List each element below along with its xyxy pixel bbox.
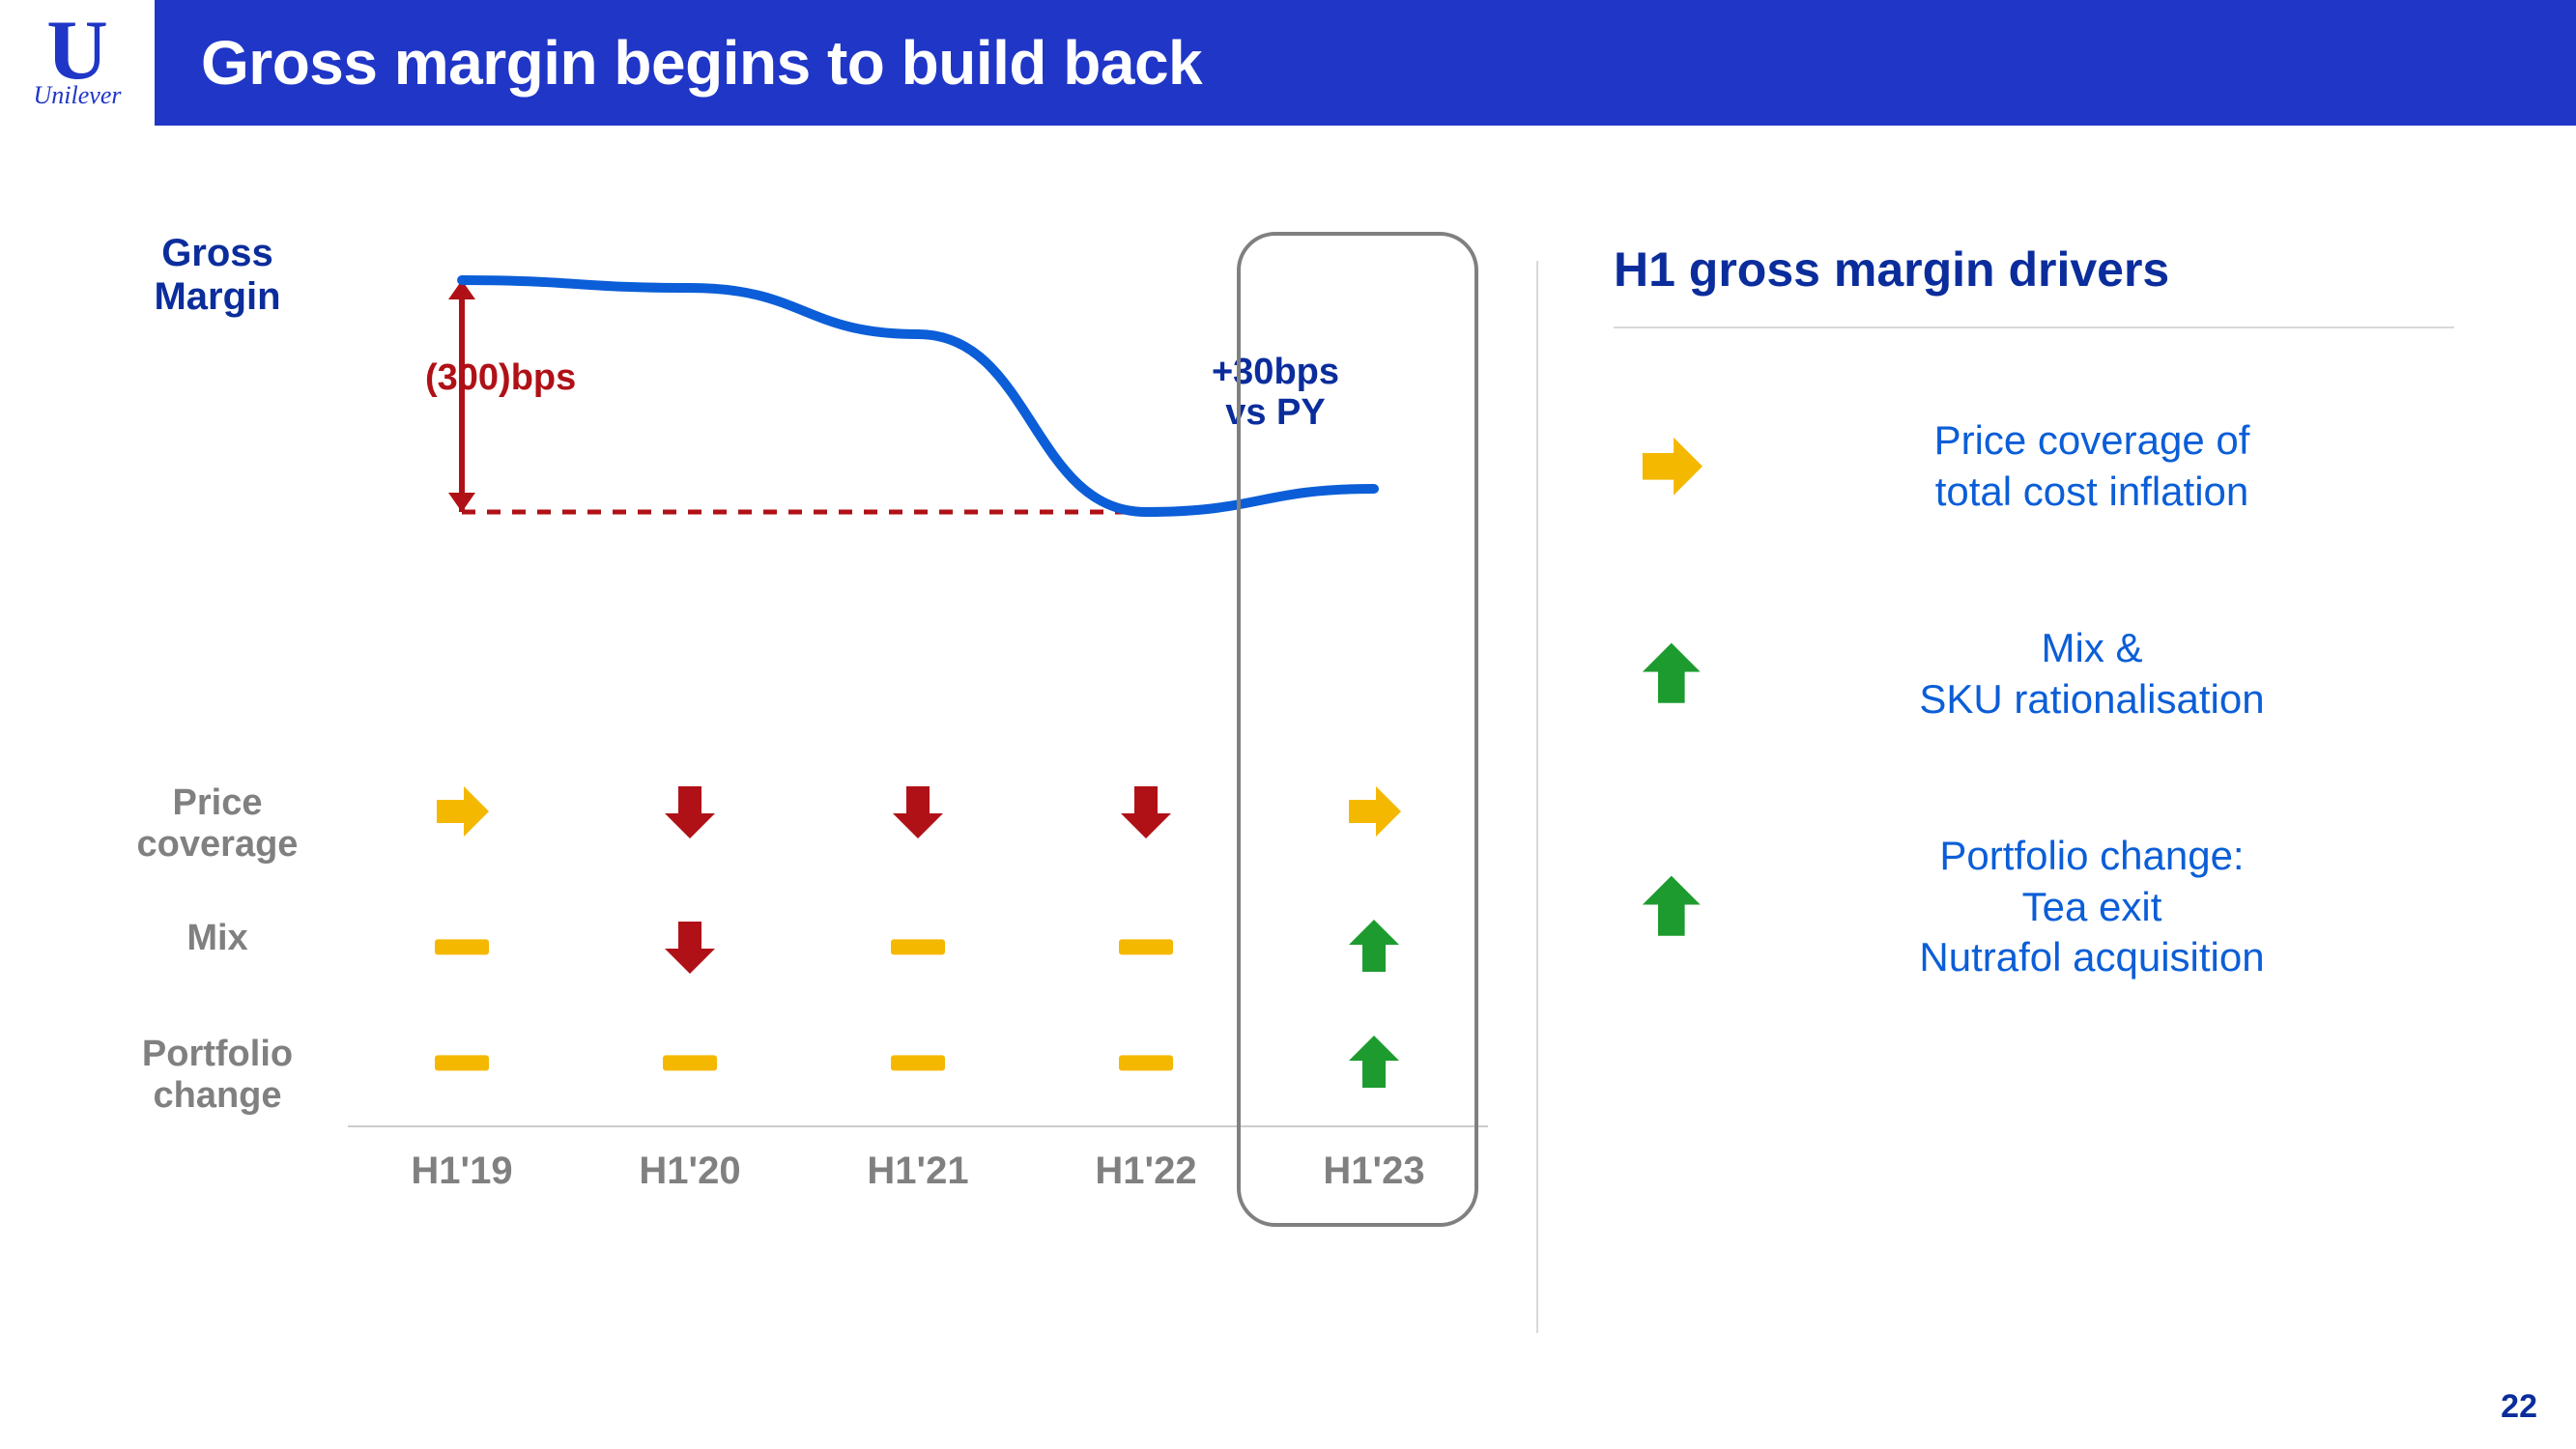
- slide-header: Gross margin begins to build back: [155, 0, 2576, 126]
- arrow-icon: [887, 781, 949, 842]
- flat-icon: [1115, 933, 1177, 961]
- driver-text: Portfolio change: Tea exit Nutrafol acqu…: [1730, 831, 2454, 983]
- driver-icon: [1614, 431, 1730, 502]
- portfolio-change-label: Portfolio change: [97, 1034, 338, 1117]
- grid-icon-cell: [348, 763, 576, 860]
- grid-icon-cell: [804, 898, 1032, 995]
- driver-item: Mix & SKU rationalisation: [1614, 623, 2454, 724]
- flat-icon: [431, 1049, 493, 1077]
- driver-item: Portfolio change: Tea exit Nutrafol acqu…: [1614, 831, 2454, 983]
- driver-text: Price coverage of total cost inflation: [1730, 415, 2454, 517]
- highlight-box: [1237, 232, 1478, 1227]
- grid-icon-cell: [576, 763, 804, 860]
- arrow-icon: [1636, 871, 1707, 943]
- slide-title: Gross margin begins to build back: [201, 27, 1202, 99]
- left-panel: Gross Margin (300)bps +30bps vs PY Price…: [97, 222, 1488, 1362]
- grid-icon-cell: [576, 898, 804, 995]
- logo-word: Unilever: [34, 81, 122, 110]
- grid-icon-cell: [1032, 898, 1260, 995]
- brand-logo: U Unilever: [0, 0, 155, 126]
- arrow-icon: [1636, 639, 1707, 710]
- gross-margin-label-text: Gross Margin: [154, 232, 280, 318]
- flat-icon: [659, 1049, 721, 1077]
- mix-label: Mix: [97, 918, 338, 959]
- arrow-icon: [1115, 781, 1177, 842]
- price-coverage-label: Price coverage: [97, 782, 338, 866]
- driver-item: Price coverage of total cost inflation: [1614, 415, 2454, 517]
- driver-icon: [1614, 639, 1730, 710]
- arrow-icon: [1636, 431, 1707, 502]
- xaxis-label: H1'20: [576, 1150, 804, 1193]
- flat-icon: [1115, 1049, 1177, 1077]
- arrow-icon: [431, 781, 493, 842]
- right-panel-title: H1 gross margin drivers: [1614, 242, 2454, 298]
- vertical-divider: [1536, 261, 1538, 1333]
- right-panel: H1 gross margin drivers Price coverage o…: [1614, 242, 2454, 1090]
- grid-icon-cell: [576, 1014, 804, 1111]
- grid-icon-cell: [348, 1014, 576, 1111]
- driver-icon: [1614, 871, 1730, 943]
- flat-icon: [887, 933, 949, 961]
- grid-icon-cell: [804, 1014, 1032, 1111]
- flat-icon: [431, 933, 493, 961]
- xaxis-label: H1'19: [348, 1150, 576, 1193]
- grid-icon-cell: [804, 763, 1032, 860]
- grid-icon-cell: [1032, 1014, 1260, 1111]
- delta-arrow-head-down: [448, 493, 475, 512]
- gross-margin-label: Gross Margin: [97, 232, 338, 319]
- drivers-list: Price coverage of total cost inflation M…: [1614, 415, 2454, 983]
- right-panel-divider: [1614, 327, 2454, 328]
- xaxis-label: H1'21: [804, 1150, 1032, 1193]
- driver-text: Mix & SKU rationalisation: [1730, 623, 2454, 724]
- arrow-icon: [659, 916, 721, 978]
- grid-icon-cell: [348, 898, 576, 995]
- page-number: 22: [2501, 1388, 2537, 1426]
- logo-letter: U: [46, 15, 108, 88]
- delta-300bps-label: (300)bps: [425, 357, 576, 399]
- xaxis-label: H1'22: [1032, 1150, 1260, 1193]
- slide-content: Gross Margin (300)bps +30bps vs PY Price…: [0, 126, 2576, 1449]
- arrow-icon: [659, 781, 721, 842]
- flat-icon: [887, 1049, 949, 1077]
- grid-icon-cell: [1032, 763, 1260, 860]
